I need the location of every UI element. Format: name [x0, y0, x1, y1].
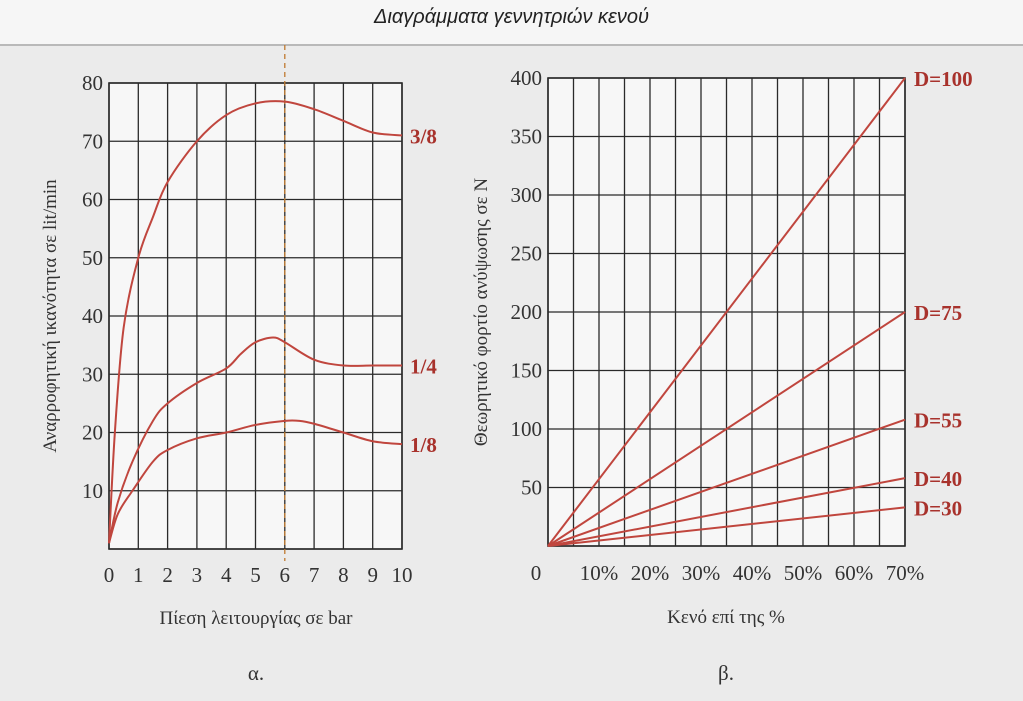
x-tick-label: 60%	[835, 561, 874, 585]
y-tick-label: 400	[511, 66, 543, 90]
x-tick-label: 20%	[631, 561, 670, 585]
page-title: Διαγράμματα γεννητριών κενού	[374, 6, 649, 28]
series-label: D=30	[914, 496, 962, 520]
x-tick-label: 8	[338, 563, 349, 587]
y-tick-label: 40	[82, 304, 103, 328]
series-line-d-30	[547, 506, 906, 547]
x-tick-label: 10%	[580, 561, 619, 585]
series-line-d-55	[547, 418, 906, 547]
y-tick-label: 50	[521, 476, 542, 500]
series-label: D=75	[914, 301, 962, 325]
series-label: D=55	[914, 409, 962, 433]
x-tick-label: 30%	[682, 561, 721, 585]
y-tick-label: 350	[511, 125, 543, 149]
plot-frame	[108, 82, 403, 550]
series-line-1-8	[108, 419, 403, 544]
y-tick-label: 150	[511, 359, 543, 383]
series-line-1-4	[108, 336, 402, 544]
y-tick-label: 60	[82, 188, 103, 212]
header-bar: Διαγράμματα γεννητριών κενού	[0, 0, 1023, 46]
chart-caption: α.	[248, 661, 264, 685]
y-tick-label: 100	[511, 417, 543, 441]
series-line-3-8	[108, 100, 403, 544]
y-tick-label: 50	[82, 246, 103, 270]
series-label: 3/8	[410, 124, 437, 148]
x-tick-label: 6	[280, 563, 291, 587]
y-tick-label: 250	[511, 242, 543, 266]
x-tick-label: 70%	[886, 561, 925, 585]
y-tick-label: 70	[82, 129, 103, 153]
y-axis-title: Αναρροφητική ικανότητα σε lit/min	[40, 179, 61, 453]
y-tick-label: 200	[511, 300, 543, 324]
x-tick-label: 2	[162, 563, 173, 587]
x-tick-label: 7	[309, 563, 320, 587]
x-tick-label: 0	[531, 561, 542, 585]
x-tick-label: 1	[133, 563, 144, 587]
x-axis-title: Πίεση λειτουργίας σε bar	[159, 608, 353, 629]
x-tick-label: 0	[104, 563, 115, 587]
series-line-d-100	[547, 77, 906, 547]
x-tick-label: 50%	[784, 561, 823, 585]
y-axis-title: Θεωρητικό φορτίο ανύψωσης σε N	[471, 178, 492, 446]
series-line-d-75	[547, 311, 906, 547]
x-axis-title: Κενό επί της %	[667, 607, 785, 628]
x-tick-label: 5	[250, 563, 261, 587]
y-tick-label: 20	[82, 421, 103, 445]
series-label: D=100	[914, 67, 973, 91]
x-tick-label: 9	[367, 563, 378, 587]
y-tick-label: 30	[82, 362, 103, 386]
chart-a: 0 1 2 3 4 5 6 7 8 9 10 10 20 30 40 50 60 70 80 Πίεση λειτου…	[40, 45, 437, 685]
series-label: 1/8	[410, 433, 437, 457]
y-tick-label: 300	[511, 183, 543, 207]
x-tick-label: 40%	[733, 561, 772, 585]
series-label: D=40	[914, 467, 962, 491]
series-label: 1/4	[410, 355, 437, 379]
x-tick-label: 3	[192, 563, 203, 587]
chart-b: 0 10% 20% 30% 40% 50% 60% 70% 50 100 150 200 250 300 3…	[471, 66, 973, 685]
y-tick-label: 80	[82, 71, 103, 95]
y-tick-label: 10	[82, 479, 103, 503]
series-line-d-40	[547, 477, 906, 547]
x-tick-label: 10	[392, 563, 413, 587]
chart-caption: β.	[718, 661, 734, 685]
x-tick-label: 4	[221, 563, 232, 587]
